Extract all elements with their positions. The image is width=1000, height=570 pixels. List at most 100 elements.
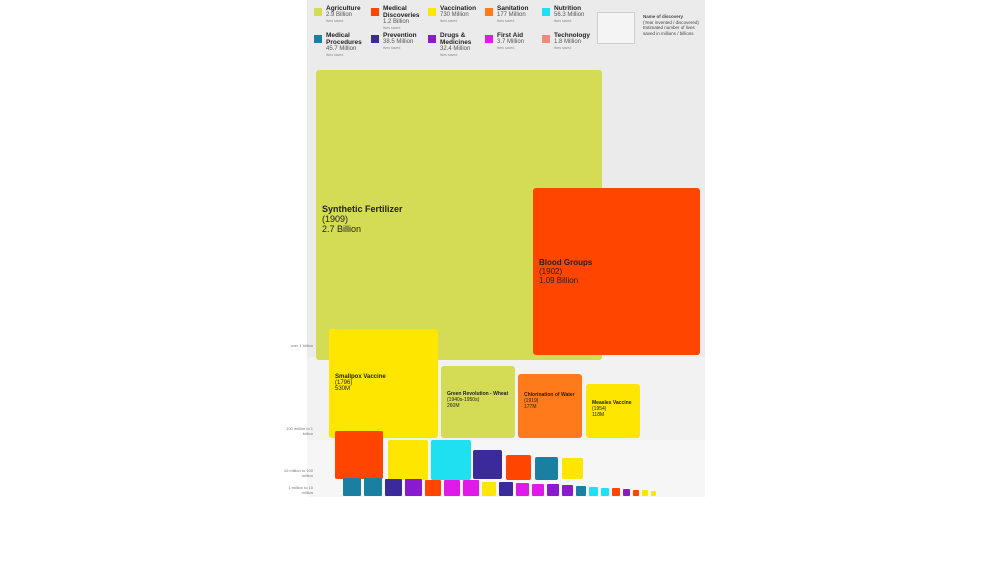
small-block xyxy=(473,450,502,479)
block-year: (1796) xyxy=(335,380,353,386)
legend-unit: lives saved xyxy=(383,26,401,30)
small-block xyxy=(589,487,598,496)
block-lives: 2.7 Billion xyxy=(322,224,362,234)
small-block xyxy=(506,455,531,480)
small-block xyxy=(547,484,559,496)
legend-total: 730 Million xyxy=(440,12,469,18)
block-name: Synthetic Fertilizer xyxy=(322,204,403,214)
block-year: (1940s-1950s) xyxy=(447,397,480,403)
key-box xyxy=(597,12,635,44)
legend-item: Medical Discoveries 1.2 Billion lives save… xyxy=(371,5,427,30)
small-block xyxy=(562,458,583,479)
legend-unit: lives saved xyxy=(383,46,401,50)
block-lives: 118M xyxy=(592,412,605,418)
legend-total: 1.2 Billion xyxy=(383,19,410,25)
block-year: (1902) xyxy=(539,267,563,276)
small-block xyxy=(425,480,441,496)
legend-total: 177 Million xyxy=(497,12,526,18)
small-block xyxy=(642,490,648,496)
small-block xyxy=(385,479,402,496)
legend-swatch xyxy=(542,35,550,43)
legend-name: Nutrition xyxy=(554,5,582,12)
legend-swatch xyxy=(371,35,379,43)
legend-item: Technology 1.8 Million lives saved xyxy=(542,32,598,50)
block-lives: 530M xyxy=(335,386,351,392)
block-name: Green Revolution - Wheat xyxy=(447,391,509,397)
legend-item: Nutrition 56.3 Million lives saved xyxy=(542,5,598,23)
small-block xyxy=(535,457,558,480)
band-label: 10 million to 100 million xyxy=(283,468,313,478)
legend-name: Drugs & Medicines xyxy=(440,32,472,46)
small-block xyxy=(623,489,630,496)
small-block xyxy=(601,488,609,496)
block-year: (1909) xyxy=(322,214,349,224)
block-lives: 177M xyxy=(524,404,537,410)
legend-swatch xyxy=(314,35,322,43)
legend-swatch xyxy=(428,35,436,43)
legend-name: First Aid xyxy=(497,32,524,39)
legend-swatch xyxy=(314,8,322,16)
small-block xyxy=(444,480,460,496)
discovery-block: Smallpox Vaccine (1796) 530M xyxy=(329,329,438,438)
legend-unit: lives saved xyxy=(497,46,515,50)
small-block xyxy=(482,482,496,496)
legend-unit: lives saved xyxy=(497,19,515,23)
key-text: Name of discovery xyxy=(643,14,684,19)
legend-item: Agriculture 2.9 Billion lives saved xyxy=(314,5,370,23)
legend-item: Drugs & Medicines 32.4 Million lives saved xyxy=(428,32,484,57)
small-block xyxy=(463,480,479,496)
legend-item: Medical Procedures 45.7 Million lives save… xyxy=(314,32,370,57)
block-lives: 260M xyxy=(447,403,460,409)
small-block xyxy=(335,431,383,479)
legend-item: Sanitation 177 Million lives saved xyxy=(485,5,541,23)
legend-item: Vaccination 730 Million lives saved xyxy=(428,5,484,23)
block-name: Measles Vaccine xyxy=(592,400,632,406)
legend-total: 56.3 Million xyxy=(554,12,585,18)
small-block xyxy=(651,491,656,496)
legend-item: First Aid 3.7 Million lives saved xyxy=(485,32,541,50)
small-block xyxy=(612,488,620,496)
discovery-block: Blood Groups (1902) 1.09 Billion xyxy=(533,188,700,355)
legend-unit: lives saved xyxy=(554,19,572,23)
legend-name: Sanitation xyxy=(497,5,529,12)
legend-swatch xyxy=(485,35,493,43)
legend-swatch xyxy=(428,8,436,16)
legend-total: 45.7 Million xyxy=(326,46,357,52)
legend-unit: lives saved xyxy=(440,19,458,23)
block-lives: 1.09 Billion xyxy=(539,276,579,285)
legend-unit: lives saved xyxy=(326,53,344,57)
legend-item: Prevention 38.5 Million lives saved xyxy=(371,32,427,50)
discovery-block: Green Revolution - Wheat (1940s-1950s) 260… xyxy=(441,366,515,438)
block-year: (1954) xyxy=(592,406,607,412)
key-text: (Year invented / discovered) xyxy=(643,19,699,25)
small-block xyxy=(431,440,471,480)
band-label: 100 million to 1 billion xyxy=(286,426,313,436)
legend-total: 3.7 Million xyxy=(497,39,525,45)
block-year: (1919) xyxy=(524,398,539,404)
small-block xyxy=(343,478,361,496)
legend-total: 2.9 Billion xyxy=(326,12,353,18)
legend-name: Medical Discoveries xyxy=(383,5,420,19)
legend-name: Agriculture xyxy=(326,5,361,12)
legend-swatch xyxy=(371,8,379,16)
legend-name: Technology xyxy=(554,32,590,39)
legend-total: 38.5 Million xyxy=(383,39,414,45)
legend-unit: lives saved xyxy=(554,46,572,50)
block-name: Chlorination of Water xyxy=(524,392,575,398)
legend-total: 1.8 Million xyxy=(554,39,582,45)
legend-total: 32.4 Million xyxy=(440,46,471,52)
discovery-block: Chlorination of Water (1919) 177M xyxy=(518,374,582,438)
legend-name: Prevention xyxy=(383,32,417,39)
small-block xyxy=(576,486,586,496)
discovery-block: Measles Vaccine (1954) 118M xyxy=(586,384,640,438)
small-block xyxy=(562,485,573,496)
small-block xyxy=(633,490,639,496)
legend-swatch xyxy=(485,8,493,16)
small-block xyxy=(405,479,422,496)
band-label: 1 million to 10 million xyxy=(288,485,313,495)
legend-unit: lives saved xyxy=(440,53,458,57)
small-block xyxy=(388,440,428,480)
legend-swatch xyxy=(542,8,550,16)
small-block xyxy=(516,483,529,496)
key-text: Estimated number of lives saved in milli… xyxy=(643,25,695,36)
